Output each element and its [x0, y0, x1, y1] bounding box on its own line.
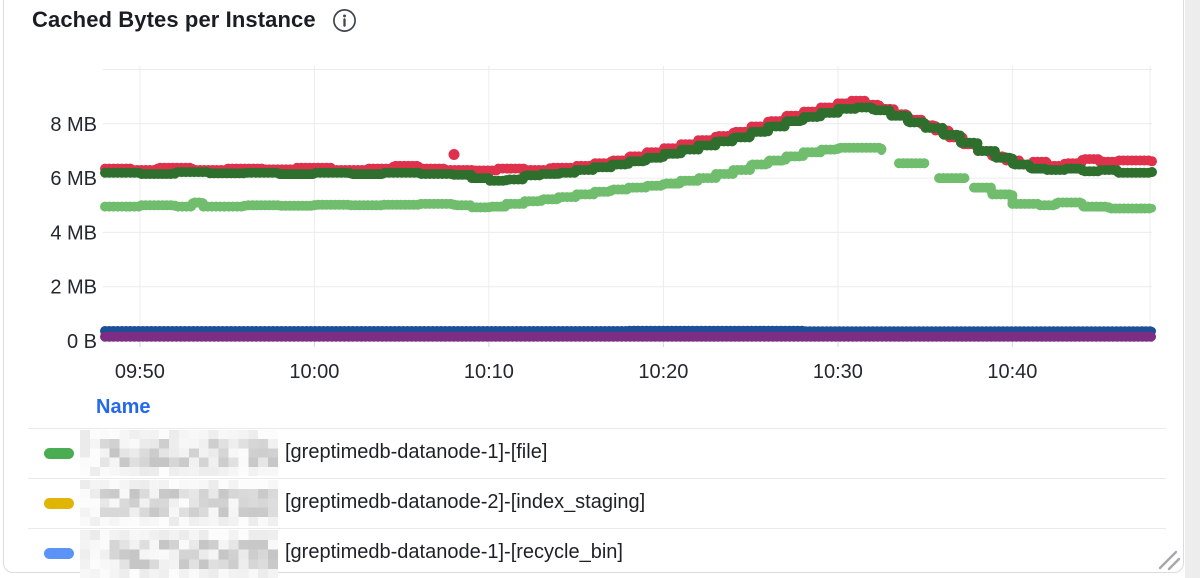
page-background-strip — [1185, 0, 1200, 578]
series-label[interactable]: [greptimedb-datanode-1]-[file] — [285, 441, 548, 463]
series-swatch[interactable] — [44, 498, 74, 509]
y-tick-label: 2 MB — [50, 277, 97, 299]
outlier-point-red — [448, 148, 460, 160]
timeseries-chart[interactable]: 0 B 2 MB 4 MB 6 MB 8 MB 09:50 10:00 10:10 10:20 1… — [0, 0, 1200, 392]
legend-row[interactable]: [greptimedb-datanode-2]-[index_staging] — [0, 479, 1200, 528]
series-line-dots-dark-green — [100, 102, 1157, 186]
legend-row[interactable]: [greptimedb-datanode-1]-[file] — [0, 429, 1200, 478]
legend-row[interactable]: [greptimedb-datanode-1]-[recycle_bin] — [0, 529, 1200, 578]
legend-header-name[interactable]: Name — [96, 396, 151, 418]
series-swatch[interactable] — [44, 448, 74, 459]
x-tick-label: 10:40 — [987, 361, 1037, 383]
redacted-text-blur — [80, 430, 278, 476]
y-tick-label: 0 B — [67, 331, 97, 353]
panel-resize-grip[interactable] — [1156, 546, 1182, 577]
panel-title: Cached Bytes per Instance — [32, 7, 316, 32]
legend-separator — [28, 528, 1166, 529]
y-tick-label: 8 MB — [50, 114, 97, 136]
series-label[interactable]: [greptimedb-datanode-1]-[recycle_bin] — [285, 541, 623, 563]
legend-separator — [28, 478, 1166, 479]
x-tick-label: 10:00 — [289, 361, 339, 383]
redacted-text-blur — [80, 530, 278, 578]
series-line-dots-light-green — [969, 182, 1157, 214]
series-line-dots-light-green — [100, 142, 887, 213]
y-tick-label: 4 MB — [50, 222, 97, 244]
series-label[interactable]: [greptimedb-datanode-2]-[index_staging] — [285, 491, 646, 513]
panel-header: Cached Bytes per Instance — [32, 4, 357, 36]
x-tick-label: 10:20 — [638, 361, 688, 383]
x-tick-label: 09:50 — [115, 361, 165, 383]
x-tick-label: 10:10 — [464, 361, 514, 383]
x-tick-label: 10:30 — [813, 361, 863, 383]
series-swatch[interactable] — [44, 548, 74, 559]
series-line-dots-dark-blue — [100, 325, 1157, 337]
y-tick-label: 6 MB — [50, 168, 97, 190]
info-circle-icon[interactable] — [332, 8, 357, 33]
redacted-text-blur — [80, 480, 278, 526]
legend-separator — [28, 428, 1166, 429]
